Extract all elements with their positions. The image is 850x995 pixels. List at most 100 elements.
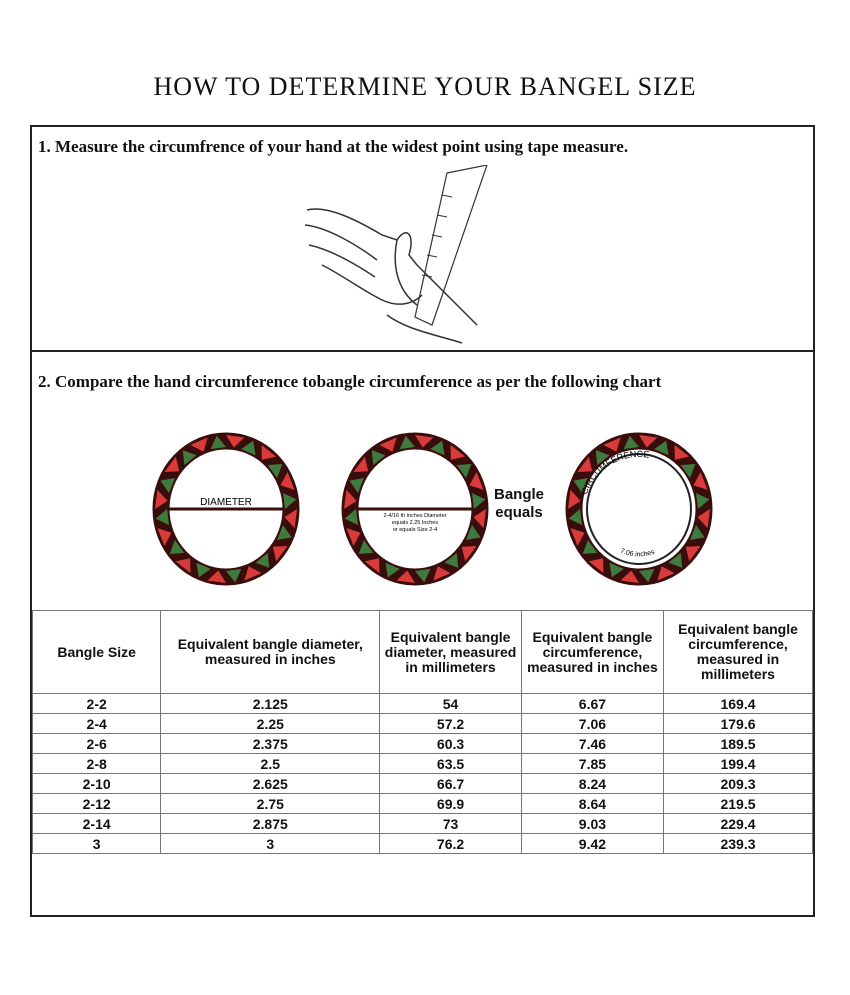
table-cell: 2-8: [31, 753, 162, 774]
example-line-3: or equals Size 2-4: [393, 527, 437, 533]
ring-triangle: [207, 570, 226, 583]
ring-triangle: [164, 456, 180, 472]
ring-triangle: [657, 566, 675, 581]
table-cell: 9.03: [520, 813, 664, 834]
column-header: Bangle Size: [31, 610, 162, 694]
table-cell: 76.2: [379, 833, 522, 854]
ring-triangle: [267, 463, 283, 478]
ring-triangle: [241, 440, 256, 456]
table-cell: 6.67: [520, 693, 664, 714]
ring-triangle: [685, 546, 701, 562]
table-cell: 209.3: [662, 773, 814, 794]
table-cell: 2-2: [31, 693, 162, 714]
ring-triangle: [344, 509, 359, 526]
ring-triangle: [466, 525, 481, 540]
column-header: Equivalent bangle diameter, measured in …: [160, 610, 381, 694]
ring-triangle: [568, 509, 583, 526]
ring-triangle: [620, 570, 639, 583]
table-row: 2-8 2.5 63.5 7.85 199.4: [31, 753, 814, 774]
bangle-equals-label: Bangle equals: [494, 486, 544, 522]
ring-triangle: [396, 570, 415, 583]
ring-triangle: [674, 444, 690, 460]
ring-triangle: [433, 566, 451, 581]
step-2-text: 2. Compare the hand circumference tobang…: [38, 372, 662, 391]
table-cell: 60.3: [379, 733, 522, 754]
ring-triangle: [175, 558, 191, 574]
table-row: 2-4 2.25 57.2 7.06 179.6: [31, 713, 814, 734]
ring-triangle: [210, 435, 226, 450]
ring-triangle: [444, 552, 459, 568]
step-1-section: 1. Measure the circumfrence of your hand…: [30, 125, 815, 352]
ring-triangle: [469, 472, 484, 490]
circumference-value: 7.06 inches: [619, 548, 656, 559]
ring-triangle: [577, 456, 593, 472]
ring-triangle: [358, 540, 374, 555]
ring-triangle: [277, 525, 292, 540]
ring-triangle: [609, 562, 624, 578]
bangle-size-table: Bangle Size Equivalent bangle diameter, m…: [31, 610, 814, 854]
ring-triangle: [272, 546, 288, 562]
ring-triangle: [349, 478, 364, 493]
ring-triangle: [693, 472, 708, 490]
ring-triangle: [196, 562, 211, 578]
column-header: Equivalent bangle diameter, measured in …: [379, 610, 522, 694]
table-row: 2-6 2.375 60.3 7.46 189.5: [31, 733, 814, 754]
example-line-2: equals 2.25 Inches: [392, 520, 438, 526]
bangle-diagram: DIAMETER 2-4/16 th inches Diameter equal…: [152, 432, 713, 586]
ring-band: [565, 432, 713, 586]
ring-triangle: [155, 489, 168, 509]
table-cell: 2-12: [31, 793, 162, 814]
ring-triangle: [160, 478, 175, 493]
table-cell: 2.25: [160, 713, 381, 734]
equals-word: equals: [495, 504, 543, 521]
ring-triangle: [430, 440, 445, 456]
table-cell: 2.375: [160, 733, 381, 754]
ring-triangle: [450, 444, 466, 460]
table-cell: 57.2: [379, 713, 522, 734]
ring-triangle: [182, 450, 197, 466]
table-cell: 2.75: [160, 793, 381, 814]
table-cell: 7.06: [520, 713, 664, 734]
table-cell: 169.4: [662, 693, 814, 714]
bangle-word: Bangle: [494, 486, 545, 503]
ring-triangle: [697, 509, 710, 529]
table-cell: 2.5: [160, 753, 381, 774]
table-row: 2-10 2.625 66.7 8.24 209.3: [31, 773, 814, 794]
ring-triangle: [471, 492, 486, 509]
table-cell: 199.4: [662, 753, 814, 774]
ring-triangle: [255, 552, 270, 568]
diameter-label: DIAMETER: [200, 497, 252, 508]
ring-band: [341, 432, 489, 586]
ring-triangle: [379, 437, 397, 452]
ring-triangle: [690, 525, 705, 540]
bangle-ring: [565, 432, 713, 586]
table-cell: 8.64: [520, 793, 664, 814]
ring-triangle: [226, 568, 242, 583]
ring-triangle: [639, 568, 655, 583]
table-row: 2-14 2.875 73 9.03 229.4: [31, 813, 814, 834]
table-cell: 8.24: [520, 773, 664, 794]
table-row: 2-2 2.125 54 6.67 169.4: [31, 693, 814, 714]
table-row: 3 3 76.2 9.42 239.3: [31, 833, 814, 854]
ring-triangle: [346, 528, 361, 546]
table-cell: 179.6: [662, 713, 814, 734]
table-row: 2-12 2.75 69.9 8.64 219.5: [31, 793, 814, 814]
ring-triangle: [582, 540, 598, 555]
step-2-section: 2. Compare the hand circumference tobang…: [30, 350, 815, 917]
ring-triangle: [282, 492, 297, 509]
table-cell: 229.4: [662, 813, 814, 834]
circumference-line: [586, 453, 692, 565]
ring-triangle: [695, 492, 710, 509]
bangle-ring: [341, 432, 489, 586]
table-cell: 2-10: [31, 773, 162, 794]
table-cell: 63.5: [379, 753, 522, 774]
table-cell: 69.9: [379, 793, 522, 814]
ring-triangle: [568, 489, 581, 509]
ring-triangle: [364, 558, 380, 574]
ring-triangle: [668, 552, 683, 568]
ring-triangle: [573, 478, 588, 493]
ring-triangle: [157, 528, 172, 546]
ring-triangle: [473, 509, 486, 529]
ring-triangle: [385, 562, 400, 578]
ring-triangle: [415, 568, 431, 583]
